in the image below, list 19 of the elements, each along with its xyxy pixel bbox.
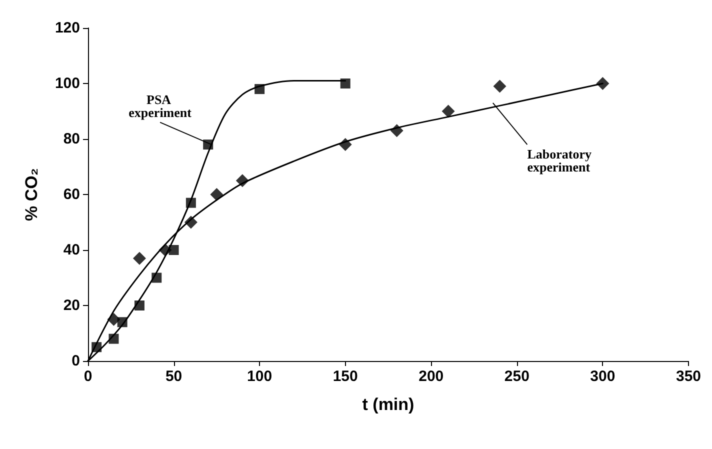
x-tick-label: 200 — [418, 368, 444, 385]
y-tick-label: 0 — [72, 352, 80, 370]
y-tick-label: 100 — [54, 75, 80, 92]
y-tick-label: 60 — [63, 186, 80, 203]
x-tick-label: 150 — [332, 368, 358, 385]
x-tick-label: 100 — [247, 368, 272, 385]
x-axis-title: t (min) — [362, 395, 414, 414]
y-tick-label: 20 — [63, 297, 80, 314]
y-tick-label: 40 — [63, 242, 80, 258]
x-tick-label: 250 — [504, 368, 530, 385]
y-axis-title: % CO₂ — [22, 168, 41, 221]
x-tick-label: 300 — [590, 368, 616, 385]
x-tick-label: 0 — [84, 368, 92, 385]
annotation: Laboratory experiment — [527, 146, 595, 175]
x-tick-label: 50 — [165, 368, 182, 385]
y-tick-label: 80 — [63, 130, 80, 148]
y-tick-label: 120 — [54, 20, 80, 36]
annotation: PSA experiment — [128, 92, 192, 120]
x-tick-label: 350 — [676, 368, 701, 385]
